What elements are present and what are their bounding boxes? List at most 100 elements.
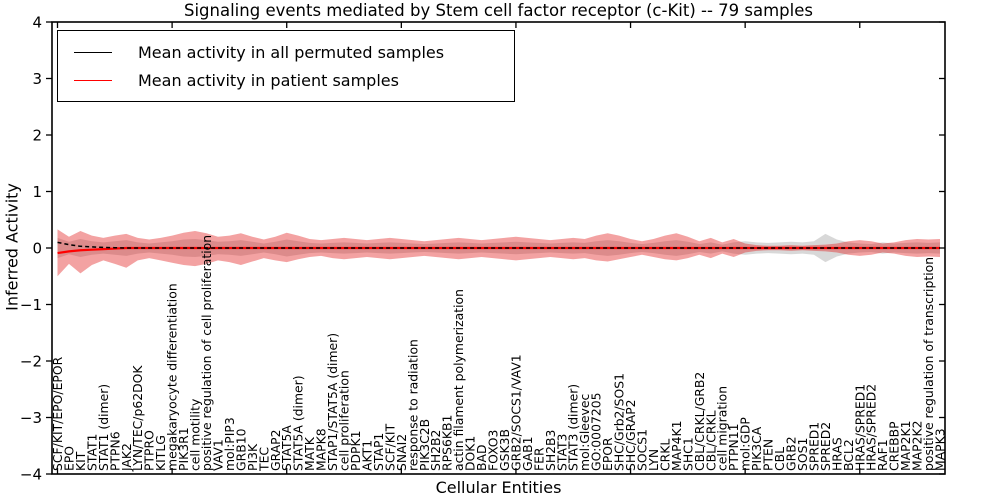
entity-label: MAPK8	[314, 428, 329, 471]
entity-label: SH2B2	[428, 430, 443, 471]
entity-label: SPRED2	[818, 422, 833, 471]
legend-label-permuted: Mean activity in all permuted samples	[138, 42, 445, 62]
entity-label: JAK2	[119, 443, 134, 472]
entity-label: MAP2K2	[910, 420, 925, 471]
entity-label: EPO	[61, 446, 76, 471]
entity-label: EPOR	[600, 437, 615, 471]
x-axis-label: Cellular Entities	[435, 478, 562, 497]
entity-label: STAT1 (dimer)	[96, 384, 111, 471]
entity-label: PI3K	[245, 443, 260, 471]
legend-line-black	[74, 51, 112, 53]
y-tick-label: −1	[20, 296, 42, 314]
entity-label: PTPN6	[107, 431, 122, 471]
entity-label: positive regulation of transcription	[921, 257, 936, 471]
entity-label: DOK1	[463, 436, 478, 471]
entity-label: HRAS/SPRED1	[852, 384, 867, 471]
entity-label: mol:PIP3	[222, 417, 237, 471]
entity-label: GSK3B	[497, 429, 512, 471]
y-tick-label: 2	[32, 127, 42, 145]
entity-label: STAP1	[371, 433, 386, 471]
entity-label: SOS1	[795, 438, 810, 471]
y-tick-label: −2	[20, 353, 42, 371]
entity-label: GRB2	[784, 436, 799, 471]
y-tick-label: 0	[32, 240, 42, 258]
entity-label: AKT1	[359, 440, 374, 471]
entity-label: SCF/KIT/EPO/EPOR	[50, 356, 65, 471]
entity-label: STAT3	[554, 434, 569, 471]
entity-label: LYN/TEC/p62DOK	[130, 365, 145, 471]
legend: Mean activity in all permuted samples Me…	[57, 30, 515, 102]
entity-label: KITLG	[153, 435, 168, 471]
entity-label: MAP4K1	[669, 420, 684, 471]
entity-label: mol:Gleevec	[577, 393, 592, 471]
entity-label: GRB2/SOCS1/VAV1	[508, 354, 523, 471]
y-tick-label: −4	[20, 466, 42, 484]
chart-title: Signaling events mediated by Stem cell f…	[184, 1, 813, 20]
entity-label: STAP1/STAT5A (dimer)	[325, 333, 340, 471]
entity-label: PDPK1	[348, 431, 363, 472]
entity-label: CREBBP	[887, 421, 902, 471]
y-tick-label: 4	[32, 14, 42, 32]
entity-label: SH2B3	[543, 430, 558, 471]
entity-label: BCL2	[841, 439, 856, 471]
entity-label: RAF1	[875, 439, 890, 471]
entity-label: megakaryocyte differentiation	[165, 283, 180, 471]
entity-label: TEC	[256, 447, 271, 472]
entity-label: MAP2K1	[898, 420, 913, 471]
entity-label: MAPK3	[933, 428, 948, 471]
entity-label: response to radiation	[405, 339, 420, 471]
entity-label: CBL	[772, 447, 787, 471]
entity-label: FER	[531, 447, 546, 471]
entity-label: actin filament polymerization	[451, 289, 466, 471]
entity-label: HRAS	[829, 437, 844, 471]
entity-label: GO:0007205	[589, 393, 604, 472]
entity-label: SNAI2	[394, 434, 409, 471]
entity-label: GAB1	[520, 437, 535, 471]
entity-label: STAT1	[84, 434, 99, 471]
entity-label: LYN	[646, 449, 661, 471]
entity-label: PTEN	[761, 439, 776, 471]
entity-label: KIT	[73, 451, 88, 471]
entity-label: STAT5A	[279, 425, 294, 471]
legend-item-patient: Mean activity in patient samples	[74, 66, 508, 94]
legend-line-red	[74, 79, 112, 81]
entity-label: SCF/KIT	[382, 423, 397, 471]
entity-label: mol:GDP	[738, 417, 753, 471]
entity-label: GRB10	[233, 428, 248, 471]
entity-label: SPRED1	[806, 422, 821, 471]
entity-label: STAT5A (dimer)	[291, 375, 306, 471]
entity-label: VAV1	[210, 439, 225, 471]
entity-label: SHC1	[680, 437, 695, 471]
entity-label: BAD	[474, 444, 489, 471]
entity-label: CBL/CRKL	[703, 410, 718, 471]
entity-label: MATK	[302, 436, 317, 471]
entity-label: FOXO3	[486, 430, 501, 471]
entity-label: CRKL	[657, 439, 672, 471]
entity-label: positive regulation of cell proliferatio…	[199, 235, 214, 471]
entity-label: SHC/Grb2/SOS1	[612, 373, 627, 471]
entity-label: GRAP2	[268, 429, 283, 471]
legend-label-patient: Mean activity in patient samples	[138, 70, 399, 90]
entity-label: PIK3C2B	[417, 419, 432, 471]
entity-label: PIK3CA	[749, 426, 764, 471]
y-tick-label: 1	[32, 183, 42, 201]
band-patient	[57, 229, 940, 277]
entity-label: PTPRO	[142, 430, 157, 471]
entity-label: RPS6KB1	[440, 415, 455, 471]
entity-label: SOCS1	[635, 429, 650, 471]
legend-item-permuted: Mean activity in all permuted samples	[74, 38, 508, 66]
entity-label: SHC/GRAP2	[623, 399, 638, 471]
mean-line-permuted	[57, 241, 940, 249]
entity-label: PTPN11	[726, 423, 741, 471]
entity-label: CBL/CRKL/GRB2	[692, 372, 707, 471]
entity-label: cell proliferation	[337, 370, 352, 471]
entity-label: cell migration	[715, 386, 730, 471]
entity-label: STAT3 (dimer)	[566, 384, 581, 471]
entity-label: cell motility	[188, 399, 203, 471]
y-tick-label: −3	[20, 409, 42, 427]
y-tick-label: 3	[32, 70, 42, 88]
entity-label: HRAS/SPRED2	[864, 384, 879, 471]
entity-label: PIK3R1	[176, 427, 191, 471]
